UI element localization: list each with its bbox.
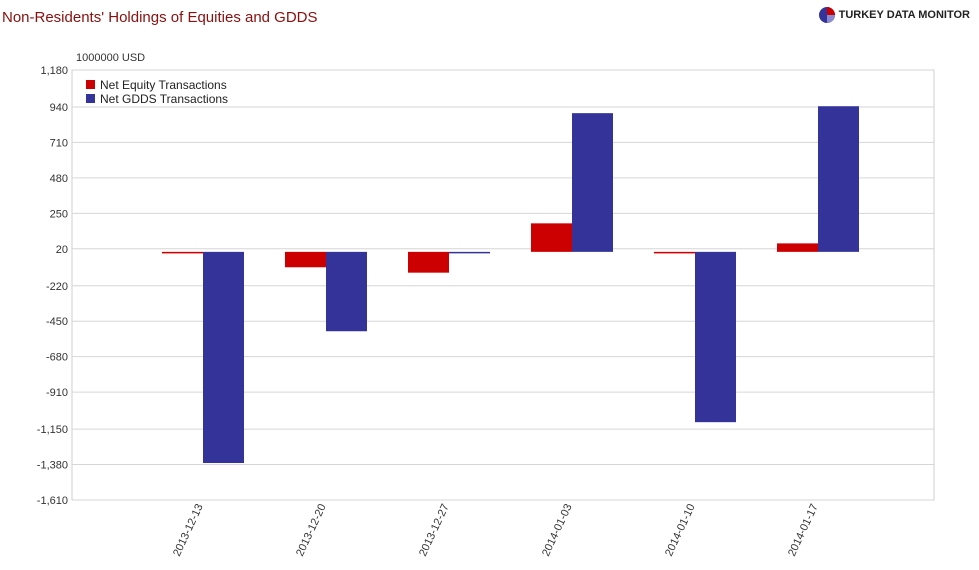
pie-logo-icon	[818, 7, 835, 23]
legend-label: Net GDDS Transactions	[100, 92, 228, 106]
bar-equity	[531, 223, 572, 252]
y-tick-label: -680	[46, 352, 68, 364]
x-tick-label: 2013-12-20	[294, 502, 329, 558]
y-tick-label: 250	[50, 208, 68, 220]
x-tick-label: 2013-12-27	[417, 502, 452, 558]
bar-gdds	[818, 106, 859, 252]
x-tick-label: 2013-12-13	[171, 502, 206, 558]
bar-equity	[777, 243, 818, 252]
bar-gdds	[695, 251, 736, 423]
y-tick-label: 20	[56, 244, 68, 256]
y-tick-label: 1,180	[40, 65, 68, 77]
legend-swatch	[86, 80, 95, 89]
y-tick-label: 480	[50, 173, 68, 185]
x-tick-label: 2014-01-03	[540, 502, 575, 558]
plot-area	[71, 69, 935, 501]
y-tick-label: 940	[50, 102, 68, 114]
y-tick-label: -1,380	[37, 460, 68, 472]
brand-logo[interactable]: TURKEY DATA MONITOR	[818, 6, 970, 24]
bar-gdds	[572, 113, 613, 252]
y-axis-unit-label: 1000000 USD	[76, 52, 146, 64]
y-tick-label: -1,610	[37, 495, 68, 507]
bar-equity	[654, 251, 695, 254]
bar-gdds	[326, 251, 367, 332]
legend-swatch	[86, 94, 95, 103]
brand-name: TURKEY DATA MONITOR	[838, 9, 970, 21]
y-tick-label: 710	[50, 137, 68, 149]
bar-equity	[162, 251, 203, 254]
bar-gdds	[203, 251, 244, 464]
x-tick-label: 2014-01-17	[786, 502, 821, 558]
bar-equity	[408, 251, 449, 273]
y-tick-label: -220	[46, 281, 68, 293]
x-tick-label: 2014-01-10	[663, 502, 698, 558]
bar-equity	[285, 251, 326, 268]
y-tick-label: -1,150	[37, 424, 68, 436]
bar-gdds	[449, 251, 490, 254]
legend-label: Net Equity Transactions	[100, 78, 227, 92]
y-tick-label: -910	[46, 387, 68, 399]
y-tick-label: -450	[46, 316, 68, 328]
chart-title: Non-Residents' Holdings of Equities and …	[2, 9, 318, 26]
